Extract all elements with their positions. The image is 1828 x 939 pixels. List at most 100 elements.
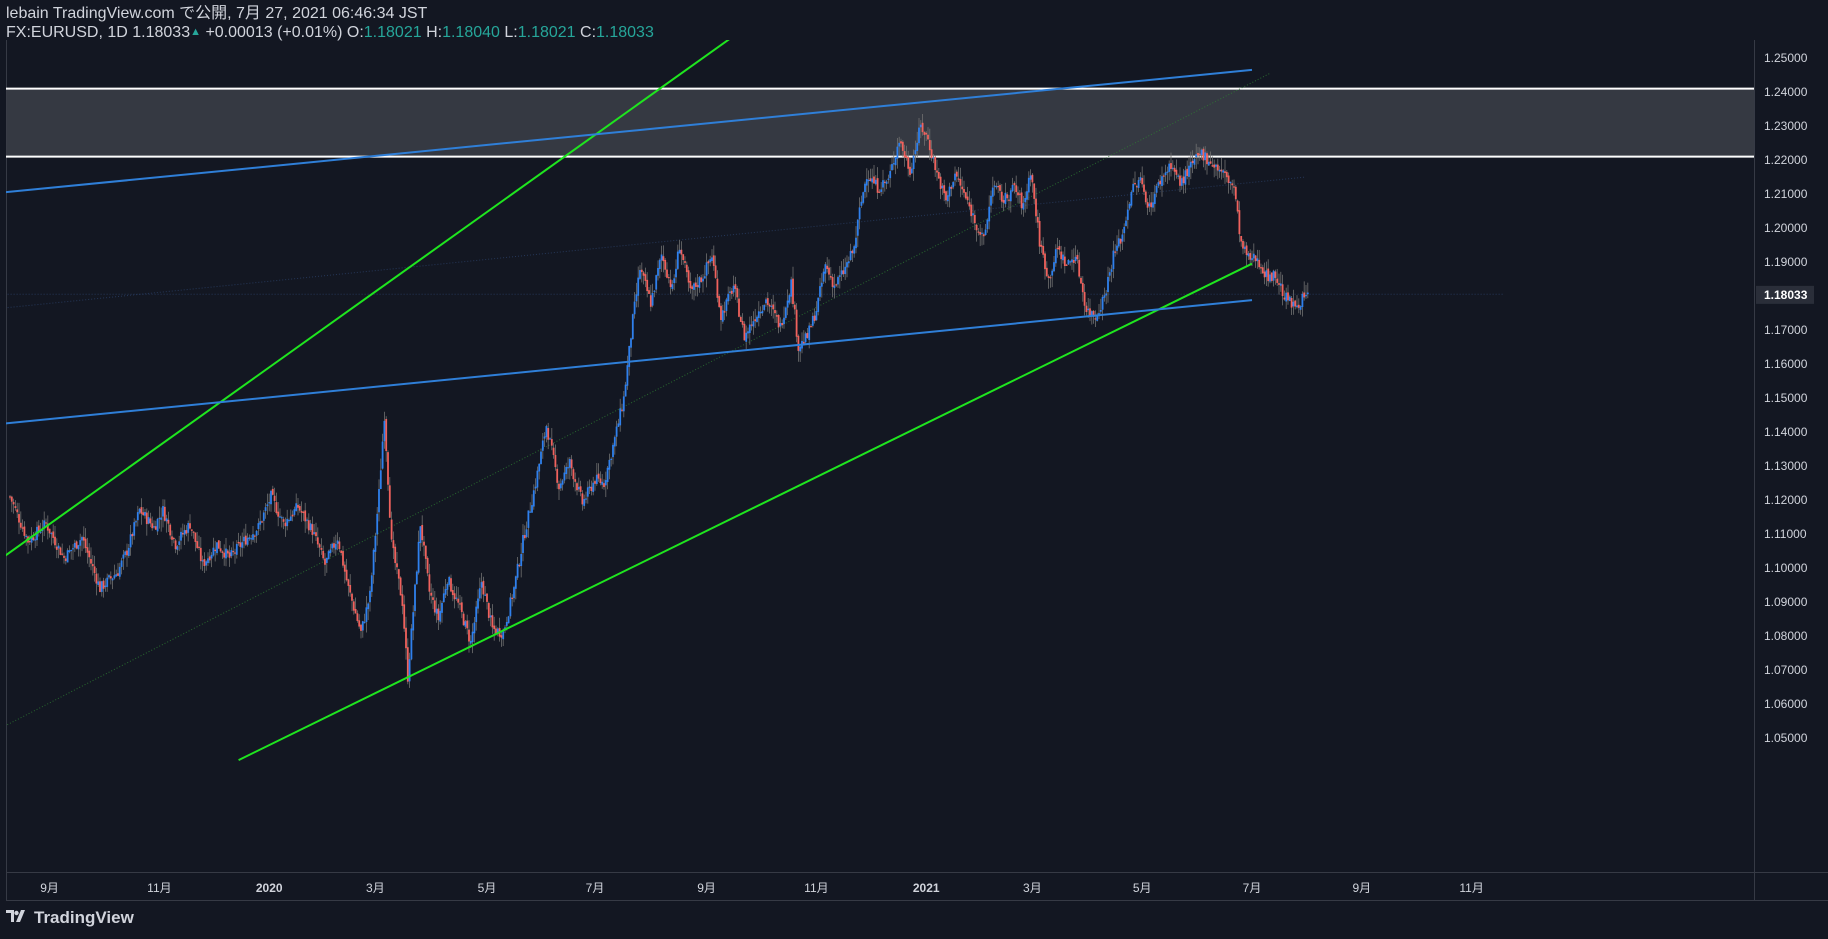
candle-down[interactable] (999, 185, 1001, 191)
candle-down[interactable] (1047, 276, 1050, 278)
candle-down[interactable] (680, 249, 683, 255)
candle-up[interactable] (295, 503, 298, 511)
candle-down[interactable] (511, 597, 514, 599)
candle-down[interactable] (1209, 161, 1212, 164)
candle-up[interactable] (477, 598, 479, 609)
candle-down[interactable] (223, 552, 226, 558)
candle-up[interactable] (313, 532, 316, 534)
candle-up[interactable] (1125, 220, 1127, 227)
candle-up[interactable] (473, 622, 476, 634)
candle-down[interactable] (203, 559, 206, 566)
candle-up[interactable] (676, 251, 679, 269)
candle-up[interactable] (660, 254, 663, 261)
candle-up[interactable] (529, 511, 532, 513)
candle-down[interactable] (1144, 191, 1147, 203)
candle-up[interactable] (729, 291, 731, 293)
candle-up[interactable] (1101, 296, 1104, 310)
candle-down[interactable] (930, 149, 933, 159)
candle-up[interactable] (289, 516, 292, 521)
candle-up[interactable] (1137, 180, 1140, 188)
candle-down[interactable] (468, 629, 470, 642)
candle-up[interactable] (255, 530, 258, 536)
candle-up[interactable] (1188, 165, 1190, 177)
candle-up[interactable] (725, 299, 728, 311)
candle-up[interactable] (891, 164, 893, 171)
candle-down[interactable] (1056, 247, 1059, 250)
candle-down[interactable] (46, 523, 49, 531)
candle-up[interactable] (1193, 159, 1196, 165)
candle-down[interactable] (16, 509, 19, 513)
candle-up[interactable] (1256, 258, 1259, 262)
candle-down[interactable] (194, 532, 197, 542)
candle-down[interactable] (876, 178, 879, 193)
candle-up[interactable] (653, 290, 656, 292)
candle-down[interactable] (388, 485, 391, 518)
candle-up[interactable] (484, 594, 487, 596)
footer-brand[interactable]: TradingView (6, 908, 134, 928)
candle-down[interactable] (1290, 297, 1293, 308)
candle-down[interactable] (640, 269, 643, 273)
candle-up[interactable] (489, 615, 492, 618)
candle-down[interactable] (163, 506, 166, 521)
candle-up[interactable] (991, 187, 994, 197)
candle-down[interactable] (558, 483, 560, 490)
candle-down[interactable] (221, 551, 224, 553)
candle-up[interactable] (914, 150, 917, 155)
candle-down[interactable] (829, 276, 832, 278)
candle-up[interactable] (948, 186, 951, 197)
candle-down[interactable] (282, 519, 285, 522)
candle-down[interactable] (284, 522, 287, 527)
candle-down[interactable] (1080, 277, 1082, 284)
candle-down[interactable] (662, 256, 665, 262)
time-axis[interactable]: 9月 11月 2020 3月 5月 7月 9月 11月 2021 3月 5月 7月 9月 11月 (40, 881, 1484, 895)
candle-down[interactable] (54, 536, 56, 546)
candle-down[interactable] (806, 332, 809, 338)
candle-up[interactable] (1117, 238, 1120, 247)
candle-down[interactable] (959, 179, 962, 186)
candle-up[interactable] (657, 268, 659, 276)
candle-up[interactable] (586, 487, 589, 497)
candle-up[interactable] (727, 293, 730, 302)
candle-down[interactable] (802, 341, 805, 344)
candle-up[interactable] (160, 517, 163, 520)
candle-down[interactable] (300, 510, 303, 513)
candle-down[interactable] (1236, 200, 1239, 212)
candle-down[interactable] (102, 580, 105, 589)
candle-up[interactable] (205, 561, 208, 566)
candle-up[interactable] (705, 262, 708, 276)
candle-down[interactable] (390, 519, 393, 540)
candle-down[interactable] (1206, 153, 1208, 165)
candle-down[interactable] (167, 519, 170, 524)
resistance-zone[interactable] (6, 88, 1754, 157)
candle-down[interactable] (574, 479, 577, 482)
candle-down[interactable] (691, 286, 694, 289)
candle-up[interactable] (849, 251, 852, 261)
candle-up[interactable] (201, 560, 204, 562)
candle-down[interactable] (570, 459, 573, 469)
candle-up[interactable] (1200, 149, 1203, 155)
candle-up[interactable] (610, 458, 613, 461)
candle-up[interactable] (693, 283, 695, 290)
candle-up[interactable] (1105, 293, 1108, 296)
candle-down[interactable] (1114, 251, 1117, 253)
candle-down[interactable] (298, 506, 301, 511)
candle-up[interactable] (846, 262, 848, 268)
candle-down[interactable] (687, 270, 690, 283)
candle-down[interactable] (316, 537, 319, 545)
candle-down[interactable] (739, 316, 742, 322)
candle-down[interactable] (975, 224, 978, 231)
candle-up[interactable] (954, 173, 956, 181)
candle-down[interactable] (338, 541, 341, 550)
candle-up[interactable] (536, 470, 539, 488)
candle-up[interactable] (248, 537, 251, 539)
candle-down[interactable] (273, 495, 276, 501)
candle-up[interactable] (1243, 246, 1246, 250)
candle-up[interactable] (243, 536, 245, 542)
candle-up[interactable] (34, 539, 37, 541)
candle-up[interactable] (540, 451, 542, 465)
candle-down[interactable] (226, 550, 229, 554)
candle-down[interactable] (579, 486, 582, 492)
candle-down[interactable] (358, 620, 361, 627)
candle-down[interactable] (421, 524, 424, 541)
candle-up[interactable] (759, 312, 762, 314)
